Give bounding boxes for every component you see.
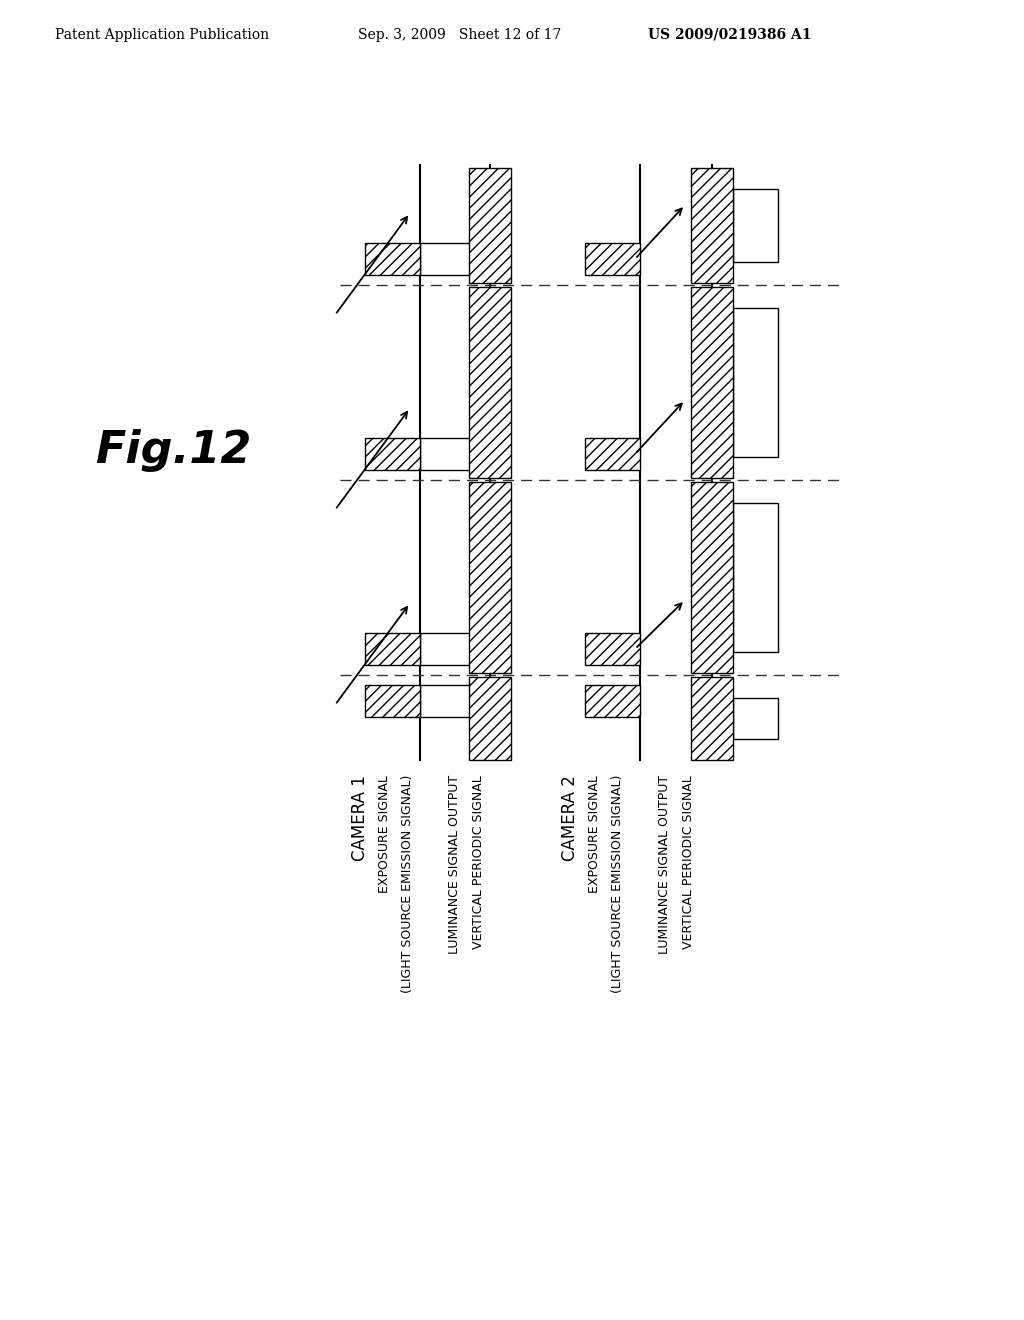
Bar bbox=[420, 243, 475, 275]
Bar bbox=[585, 634, 640, 665]
Bar bbox=[469, 677, 511, 760]
Bar bbox=[420, 685, 475, 717]
Text: Sep. 3, 2009   Sheet 12 of 17: Sep. 3, 2009 Sheet 12 of 17 bbox=[358, 28, 561, 42]
Text: LUMINANCE SIGNAL OUTPUT: LUMINANCE SIGNAL OUTPUT bbox=[449, 775, 462, 954]
Bar bbox=[733, 698, 778, 739]
Bar bbox=[585, 685, 640, 717]
Bar bbox=[420, 634, 475, 665]
Bar bbox=[469, 286, 511, 478]
Bar bbox=[733, 308, 778, 457]
Bar bbox=[365, 243, 420, 275]
Text: CAMERA 2: CAMERA 2 bbox=[561, 775, 579, 861]
Text: EXPOSURE SIGNAL: EXPOSURE SIGNAL bbox=[589, 775, 601, 892]
Bar bbox=[691, 286, 733, 478]
Bar bbox=[420, 438, 475, 470]
Bar bbox=[469, 482, 511, 673]
Bar bbox=[365, 685, 420, 717]
Bar bbox=[733, 189, 778, 261]
Text: (LIGHT SOURCE EMISSION SIGNAL): (LIGHT SOURCE EMISSION SIGNAL) bbox=[611, 775, 625, 994]
Text: VERTICAL PERIODIC SIGNAL: VERTICAL PERIODIC SIGNAL bbox=[471, 775, 484, 949]
Text: (LIGHT SOURCE EMISSION SIGNAL): (LIGHT SOURCE EMISSION SIGNAL) bbox=[401, 775, 415, 994]
Text: Fig.12: Fig.12 bbox=[95, 429, 251, 471]
Bar bbox=[691, 677, 733, 760]
Text: Patent Application Publication: Patent Application Publication bbox=[55, 28, 269, 42]
Text: LUMINANCE SIGNAL OUTPUT: LUMINANCE SIGNAL OUTPUT bbox=[658, 775, 672, 954]
Bar bbox=[365, 634, 420, 665]
Text: VERTICAL PERIODIC SIGNAL: VERTICAL PERIODIC SIGNAL bbox=[682, 775, 694, 949]
Bar bbox=[733, 503, 778, 652]
Bar bbox=[585, 243, 640, 275]
Bar bbox=[691, 482, 733, 673]
Text: US 2009/0219386 A1: US 2009/0219386 A1 bbox=[648, 28, 811, 42]
Bar bbox=[691, 168, 733, 282]
Text: CAMERA 1: CAMERA 1 bbox=[351, 775, 369, 861]
Bar bbox=[585, 438, 640, 470]
Text: EXPOSURE SIGNAL: EXPOSURE SIGNAL bbox=[379, 775, 391, 892]
Bar bbox=[365, 438, 420, 470]
Bar bbox=[469, 168, 511, 282]
